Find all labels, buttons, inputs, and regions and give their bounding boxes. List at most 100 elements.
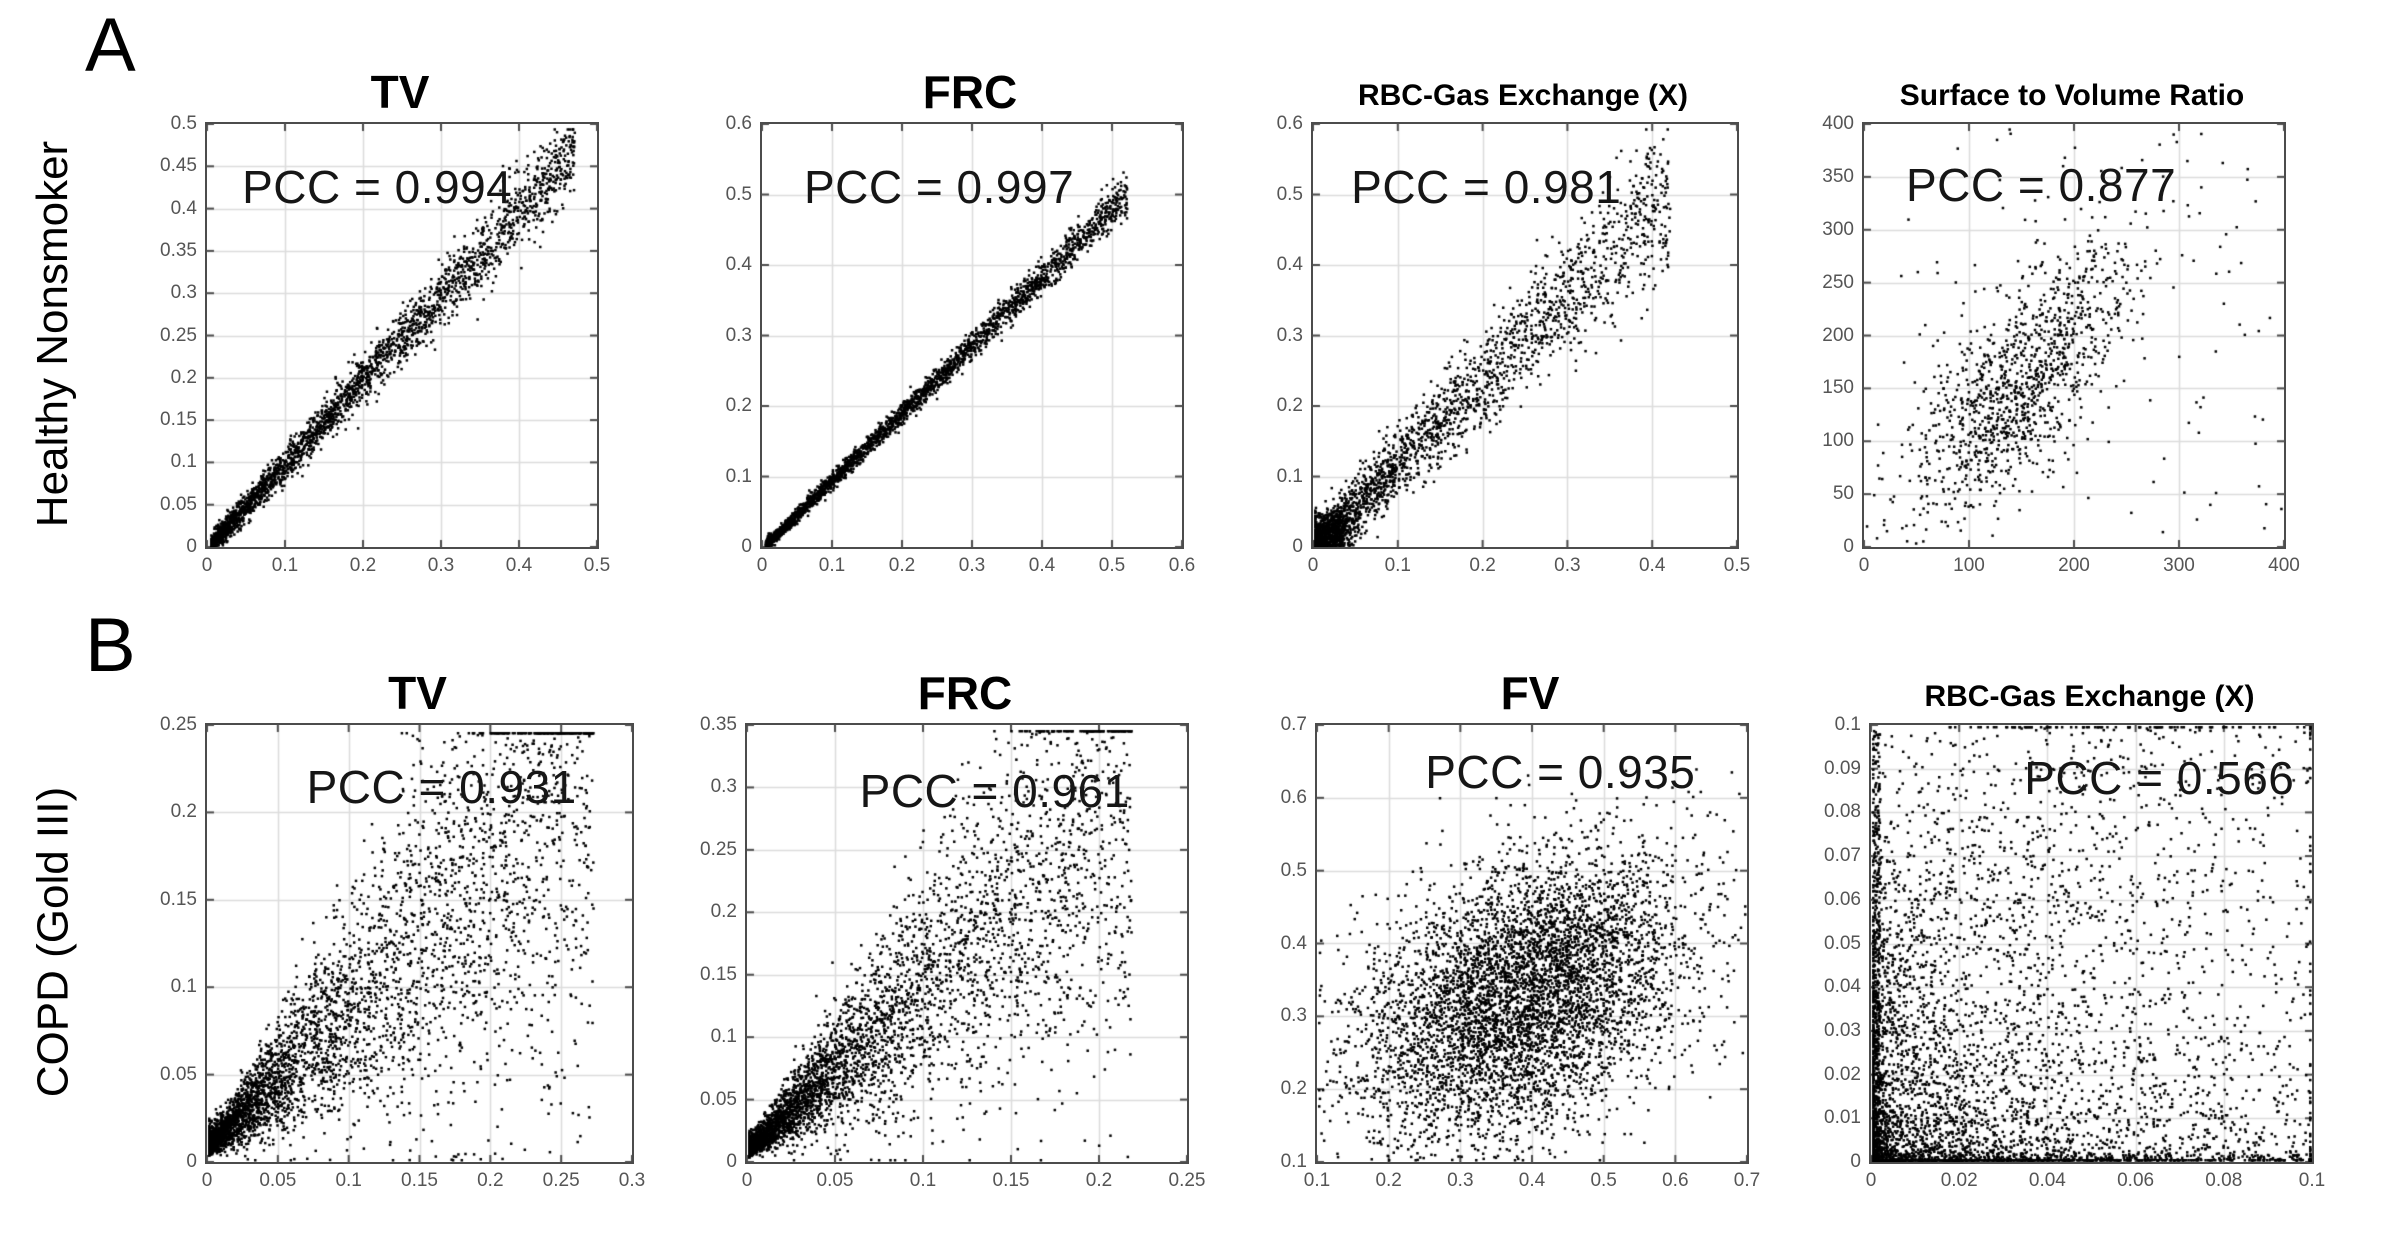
y-tick-label: 0.15: [700, 963, 737, 985]
x-tick-label: 0.3: [1447, 1170, 1474, 1191]
plot-title: RBC-Gas Exchange (X): [1924, 680, 2255, 713]
y-tick-label: 0.03: [1824, 1019, 1861, 1041]
y-tick-label: 0.2: [1280, 1078, 1307, 1100]
scatter-canvas: [762, 124, 1182, 547]
x-tick-label: 0.02: [1940, 1170, 1978, 1191]
x-tick-label: 0.06: [2117, 1170, 2155, 1191]
x-tick-label: 0.6: [1168, 555, 1196, 576]
y-tick-label: 0.2: [725, 395, 752, 416]
x-tick-label: 0.2: [349, 555, 377, 576]
pcc-label: PCC = 0.877: [1906, 158, 2177, 211]
y-tick-label: 0.2: [710, 901, 737, 923]
x-tick-label: 0.1: [271, 555, 299, 576]
x-tick-label: 0.1: [1384, 555, 1411, 576]
y-tick-label: 0.6: [1280, 786, 1307, 808]
x-tick-label: 400: [2268, 555, 2300, 576]
pcc-label: PCC = 0.931: [306, 760, 577, 813]
plot-frame: PCC = 0.961 0 0.05 0.1 0.15 0.2 0.25 0 0.05 0.1 0…: [700, 714, 1205, 1191]
plot-title: TV: [388, 667, 447, 719]
y-tick-label: 0.04: [1824, 976, 1861, 998]
y-tick-label: 0.05: [1824, 932, 1861, 954]
y-tick-label: 0.7: [1280, 714, 1307, 735]
panel-letter-b: B: [85, 603, 136, 688]
y-tick-label: 0.3: [725, 324, 752, 346]
x-tick-label: 0.15: [401, 1170, 438, 1191]
plot-frame: PCC = 0.997 0 0.1 0.2 0.3 0.4 0.5 0.6 0 0.1 0.2 0.…: [726, 113, 1196, 576]
x-tick-label: 0.4: [505, 555, 533, 576]
x-tick-label: 0.05: [259, 1170, 297, 1191]
y-tick-label: 300: [1822, 218, 1854, 240]
pcc-label: PCC = 0.566: [2024, 752, 2295, 805]
x-tick-label: 0.6: [1662, 1170, 1689, 1191]
x-tick-label: 0.2: [888, 555, 916, 576]
x-tick-label: 0.5: [1723, 555, 1751, 576]
plot-title: FRC: [917, 667, 1013, 719]
y-tick-label: 0.1: [725, 465, 752, 487]
x-tick-label: 0.25: [1168, 1170, 1206, 1191]
x-tick-label: 0.3: [427, 555, 455, 576]
y-tick-label: 0.15: [160, 409, 197, 431]
y-tick-label: 0: [186, 536, 197, 557]
y-tick-label: 250: [1822, 271, 1854, 293]
x-tick-label: 0: [1307, 555, 1319, 576]
x-tick-label: 0.5: [583, 555, 611, 576]
y-tick-label: 0: [186, 1151, 197, 1172]
y-tick-label: 0.5: [725, 183, 752, 205]
row-label-text: Healthy Nonsmoker: [28, 140, 77, 527]
scatter-canvas: [747, 725, 1187, 1162]
y-tick-label: 0: [1850, 1151, 1861, 1172]
y-tick-label: 0.4: [170, 197, 197, 219]
x-tick-label: 0: [741, 1170, 753, 1191]
plot-frame: PCC = 0.931 0 0.05 0.1 0.15 0.2 0.25 0.3 0 0.05 0…: [160, 714, 645, 1191]
scatter-panel-b-tv: TV PCC = 0.931 0 0.05 0.1 0.15 0.2 0.25 0.3 0 0.…: [145, 665, 650, 1210]
panel-letter-a: A: [85, 3, 136, 88]
x-tick-label: 0.1: [818, 555, 846, 576]
y-tick-label: 0.35: [160, 239, 197, 261]
plot-title: FRC: [922, 66, 1018, 118]
scatter-canvas: [1871, 725, 2312, 1162]
x-tick-label: 0.4: [1518, 1170, 1546, 1191]
pcc-label: PCC = 0.961: [859, 765, 1130, 818]
y-tick-label: 0.2: [170, 366, 197, 388]
scatter-canvas: [1313, 124, 1737, 547]
x-tick-label: 0.3: [958, 555, 986, 576]
y-tick-label: 0: [726, 1151, 737, 1172]
y-tick-label: 0.4: [1276, 254, 1303, 275]
x-tick-label: 0.7: [1733, 1170, 1761, 1191]
plot-frame: PCC = 0.935 0.1 0.2 0.3 0.4 0.5 0.6 0.7 0.1 0.2 0…: [1281, 714, 1761, 1191]
scatter-panel-b-frc: FRC PCC = 0.961 0 0.05 0.1 0.15 0.2 0.25 0 0.05…: [685, 665, 1205, 1210]
x-tick-label: 300: [2163, 555, 2195, 576]
scatter-panel-b-rbc: RBC-Gas Exchange (X) PCC = 0.566 0 0.02 0.…: [1809, 665, 2329, 1210]
y-tick-label: 0.05: [160, 1063, 197, 1085]
x-tick-label: 0.2: [1375, 1170, 1402, 1191]
row-label-text: COPD (Gold III): [28, 786, 77, 1097]
x-tick-label: 0.2: [477, 1170, 504, 1191]
y-tick-label: 0.5: [1276, 183, 1303, 205]
plot-frame: PCC = 0.877 0 100 200 300 400 0 50 100 150 200 250…: [1822, 113, 2300, 576]
x-tick-label: 100: [1953, 555, 1985, 576]
y-tick-label: 0.08: [1824, 801, 1861, 823]
plot-frame: PCC = 0.994 0 0.1 0.2 0.3 0.4 0.5 0 0.05 0.1 0.15…: [160, 113, 610, 576]
y-tick-label: 0.1: [1834, 714, 1861, 735]
x-tick-label: 0.1: [335, 1170, 362, 1191]
y-tick-label: 0.2: [170, 801, 197, 823]
y-tick-label: 0.45: [160, 155, 197, 177]
x-tick-label: 0.08: [2205, 1170, 2243, 1191]
y-tick-label: 0.2: [1276, 395, 1303, 416]
y-tick-label: 0.01: [1824, 1107, 1861, 1129]
x-tick-label: 0.1: [1303, 1170, 1331, 1191]
x-tick-label: 200: [2058, 555, 2090, 576]
y-tick-label: 0.07: [1824, 845, 1861, 867]
y-tick-label: 0.6: [1276, 113, 1303, 134]
pcc-label: PCC = 0.935: [1425, 745, 1696, 798]
x-tick-label: 0.15: [992, 1170, 1030, 1191]
x-tick-label: 0: [1858, 555, 1870, 576]
y-tick-label: 0.25: [160, 714, 197, 735]
x-tick-label: 0.3: [618, 1170, 646, 1191]
scatter-panel-a-frc: FRC PCC = 0.997 0 0.1 0.2 0.3 0.4 0.5 0.6 0 0.1 0…: [700, 64, 1200, 594]
y-tick-label: 0: [1292, 536, 1303, 557]
y-tick-label: 0.35: [700, 714, 737, 735]
x-tick-label: 0: [201, 555, 213, 576]
y-tick-label: 100: [1822, 430, 1854, 452]
